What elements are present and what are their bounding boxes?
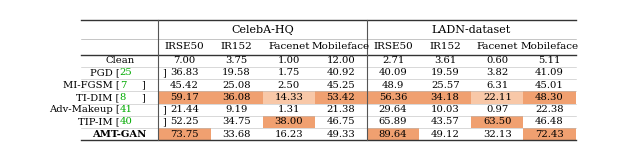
Text: 72.43: 72.43 [535,130,564,139]
Text: 2.71: 2.71 [382,56,404,65]
Bar [524,91,575,104]
Text: 36.83: 36.83 [170,68,198,77]
Text: 22.11: 22.11 [483,93,512,102]
Text: 1.31: 1.31 [278,105,300,114]
Text: PGD [: PGD [ [90,68,120,77]
Text: 48.30: 48.30 [535,93,564,102]
Bar [158,91,211,104]
Bar [471,116,524,128]
Text: 25.57: 25.57 [431,81,460,90]
Text: 65.89: 65.89 [379,117,407,126]
Text: 7.00: 7.00 [173,56,196,65]
Text: 73.75: 73.75 [170,130,199,139]
Bar [315,91,367,104]
Text: 25.08: 25.08 [222,81,251,90]
Text: ]: ] [141,93,145,102]
Bar [419,91,471,104]
Text: 40.92: 40.92 [326,68,355,77]
Text: 43.57: 43.57 [431,117,460,126]
Text: 22.38: 22.38 [535,105,564,114]
Text: 33.68: 33.68 [222,130,251,139]
Text: 89.64: 89.64 [379,130,407,139]
Text: ]: ] [163,117,166,126]
Text: MI-FGSM [: MI-FGSM [ [63,81,120,90]
Text: 1.00: 1.00 [278,56,300,65]
Text: 34.75: 34.75 [222,117,251,126]
Text: Facenet: Facenet [268,42,310,51]
Text: 36.08: 36.08 [222,93,251,102]
Text: 41: 41 [120,105,132,114]
Text: 40: 40 [120,117,132,126]
Text: 5.11: 5.11 [538,56,561,65]
Text: IRSE50: IRSE50 [373,42,413,51]
Text: 63.50: 63.50 [483,117,511,126]
Text: Facenet: Facenet [477,42,518,51]
Text: 40.09: 40.09 [379,68,408,77]
Text: ]: ] [163,105,166,114]
Text: LADN-dataset: LADN-dataset [431,25,511,35]
Text: 48.9: 48.9 [382,81,404,90]
Text: IR152: IR152 [429,42,461,51]
Text: 45.01: 45.01 [535,81,564,90]
Text: 25: 25 [120,68,132,77]
Text: 3.82: 3.82 [486,68,508,77]
Text: 21.44: 21.44 [170,105,199,114]
Text: 53.42: 53.42 [326,93,355,102]
Text: 59.17: 59.17 [170,93,199,102]
Text: Mobileface: Mobileface [520,42,579,51]
Text: 2.50: 2.50 [278,81,300,90]
Bar [158,128,211,140]
Text: 32.13: 32.13 [483,130,511,139]
Text: 10.03: 10.03 [431,105,460,114]
Text: Mobileface: Mobileface [312,42,370,51]
Text: 0.97: 0.97 [486,105,508,114]
Text: 1.75: 1.75 [278,68,300,77]
Text: ]: ] [141,81,145,90]
Text: CelebA-HQ: CelebA-HQ [231,25,294,35]
Text: 46.48: 46.48 [535,117,564,126]
Text: Adv-Makeup [: Adv-Makeup [ [49,105,120,114]
Bar [524,128,575,140]
Text: 41.09: 41.09 [535,68,564,77]
Text: 38.00: 38.00 [275,117,303,126]
Text: 49.33: 49.33 [326,130,355,139]
Bar [262,91,315,104]
Bar [262,116,315,128]
Text: 9.19: 9.19 [225,105,248,114]
Text: ]: ] [163,68,166,77]
Text: IRSE50: IRSE50 [164,42,204,51]
Text: 3.61: 3.61 [434,56,456,65]
Text: 6.31: 6.31 [486,81,508,90]
Text: 19.59: 19.59 [431,68,460,77]
Text: 29.64: 29.64 [379,105,407,114]
Text: 16.23: 16.23 [275,130,303,139]
Text: 12.00: 12.00 [326,56,355,65]
Bar [211,91,262,104]
Text: TI-DIM [: TI-DIM [ [76,93,120,102]
Bar [367,91,419,104]
Text: 45.25: 45.25 [326,81,355,90]
Bar [471,91,524,104]
Text: 0.60: 0.60 [486,56,508,65]
Text: TIP-IM [: TIP-IM [ [78,117,120,126]
Text: 46.75: 46.75 [326,117,355,126]
Text: 34.18: 34.18 [431,93,460,102]
Text: 14.33: 14.33 [275,93,303,102]
Text: 3.75: 3.75 [225,56,248,65]
Text: 19.58: 19.58 [222,68,251,77]
Text: 56.36: 56.36 [379,93,407,102]
Text: IR152: IR152 [221,42,252,51]
Text: 21.38: 21.38 [326,105,355,114]
Text: Clean: Clean [105,56,134,65]
Text: 8: 8 [120,93,126,102]
Bar [367,128,419,140]
Text: AMT-GAN: AMT-GAN [93,130,147,139]
Text: 49.12: 49.12 [431,130,460,139]
Text: 7: 7 [120,81,126,90]
Text: 52.25: 52.25 [170,117,199,126]
Text: 45.42: 45.42 [170,81,199,90]
